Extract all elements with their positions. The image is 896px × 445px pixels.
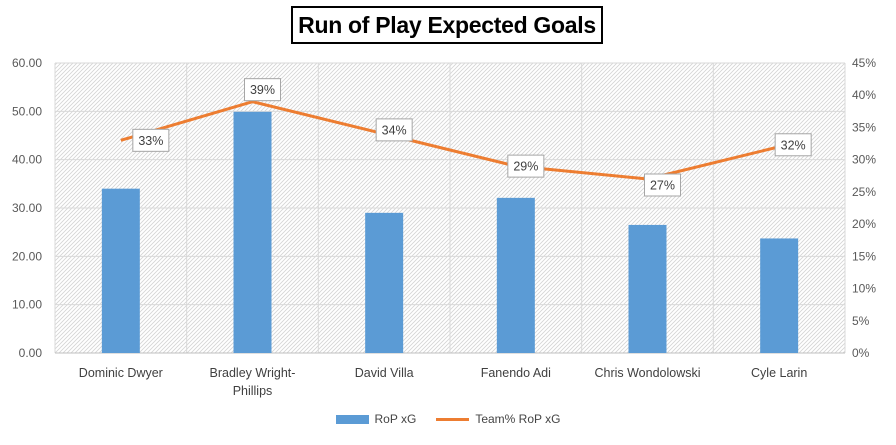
data-label-text: 27% <box>650 179 675 193</box>
bar-5 <box>628 224 667 353</box>
data-label-box <box>132 128 170 152</box>
right-tick-label: 10% <box>852 282 876 296</box>
data-label-2: 39% <box>244 78 281 102</box>
left-tick-label: 10.00 <box>12 298 42 312</box>
legend-label-line: Team% RoP xG <box>475 412 561 426</box>
right-tick-label: 30% <box>852 153 876 167</box>
data-label-box <box>507 154 545 178</box>
legend-item-bar: RoP xG <box>335 412 417 426</box>
left-tick-label: 50.00 <box>12 104 42 118</box>
left-tick-label: 40.00 <box>12 153 42 167</box>
data-label-3: 34% <box>375 118 413 142</box>
data-label-box <box>644 173 681 197</box>
x-axis: Dominic Dwyer Bradley Wright-Phillips Davi… <box>55 352 845 398</box>
data-label-5: 27% <box>644 173 681 197</box>
right-axis: 0% 5% 10% 15% 20% 25% 30% 35% 40% 45% <box>852 56 876 360</box>
left-tick-label: 60.00 <box>12 56 42 70</box>
gridlines <box>54 62 846 354</box>
data-label-1: 33% <box>132 128 170 152</box>
line-data-labels: 33% 39% 34% 29% 27% 32% <box>132 78 812 197</box>
right-tick-label: 5% <box>852 314 870 328</box>
x-tick-label: Cyle Larin <box>751 366 807 380</box>
data-label-4: 29% <box>507 154 545 178</box>
legend-swatch-line <box>436 417 470 421</box>
right-tick-label: 45% <box>852 56 876 70</box>
right-tick-label: 35% <box>852 120 876 134</box>
right-tick-label: 15% <box>852 249 876 263</box>
x-tick-label: Fanendo Adi <box>481 366 551 380</box>
bar-4 <box>496 197 535 353</box>
left-axis: 0.00 10.00 20.00 30.00 40.00 50.00 60.00 <box>12 56 42 360</box>
bar-2 <box>233 111 272 353</box>
right-tick-label: 25% <box>852 185 876 199</box>
left-tick-label: 0.00 <box>19 346 43 360</box>
legend: RoP xG Team% RoP xG <box>0 412 896 426</box>
legend-label-bar: RoP xG <box>374 412 417 426</box>
data-label-box <box>375 118 413 142</box>
bar-1 <box>101 188 140 353</box>
x-tick-label: Chris Wondolowski <box>594 366 700 380</box>
data-label-6: 32% <box>774 133 812 157</box>
data-label-box <box>244 78 281 102</box>
data-label-box <box>774 133 812 157</box>
legend-swatch-bar <box>335 414 369 424</box>
x-tick-label: Dominic Dwyer <box>79 366 163 380</box>
data-label-text: 32% <box>781 138 806 152</box>
x-tick-label: Bradley Wright-Phillips <box>210 366 296 398</box>
data-label-text: 39% <box>250 83 275 97</box>
chart-title-box: Run of Play Expected Goals <box>291 6 603 44</box>
left-tick-label: 30.00 <box>12 201 42 215</box>
left-tick-label: 20.00 <box>12 249 42 263</box>
chart-title: Run of Play Expected Goals <box>298 11 596 38</box>
data-label-text: 34% <box>382 123 407 137</box>
data-label-text: 33% <box>138 134 163 148</box>
bar-3 <box>365 212 404 353</box>
x-tick-label: David Villa <box>355 366 414 380</box>
legend-item-line: Team% RoP xG <box>436 412 560 426</box>
right-tick-label: 40% <box>852 88 876 102</box>
bar-series <box>101 111 799 353</box>
bar-6 <box>760 238 799 353</box>
right-tick-label: 0% <box>852 346 870 360</box>
data-label-text: 29% <box>513 160 538 174</box>
right-tick-label: 20% <box>852 217 876 231</box>
